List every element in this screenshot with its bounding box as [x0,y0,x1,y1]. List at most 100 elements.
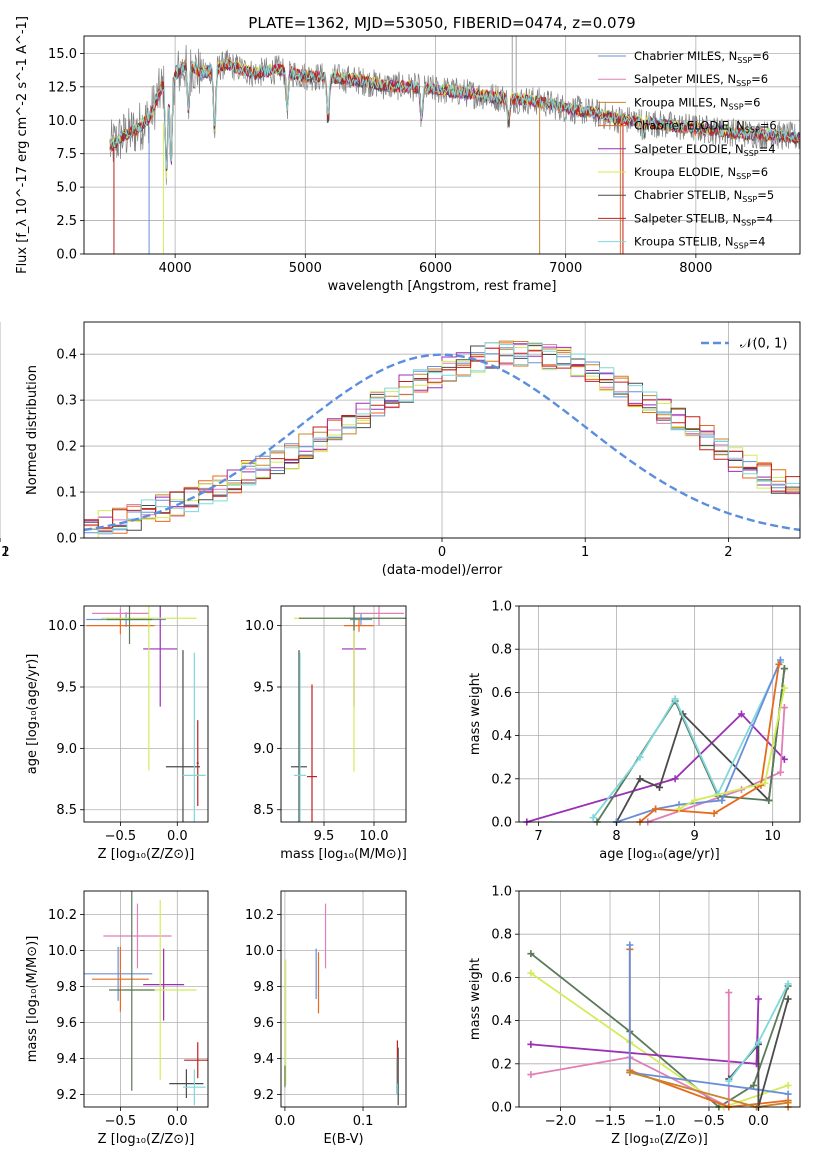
histogram-step-line [84,344,800,533]
y-tick-label: 0.2 [56,440,77,455]
weight-marker [691,796,699,804]
axes-frame [83,890,209,1108]
weight-marker [725,989,733,997]
y-tick-label: 9.0 [56,742,77,757]
normal-curve [84,353,800,532]
spectrum-panel: PLATE=1362, MJD=53050, FIBERID=0474, z=0… [15,14,801,294]
x-tick-label: 8000 [679,261,712,276]
weight-line [526,712,786,823]
weight-marker [636,775,644,783]
y-tick-label: 0.1 [56,486,77,501]
weight-marker [737,710,745,718]
weight-series [675,684,788,813]
weight-series [527,995,762,1068]
weight-marker [775,660,783,668]
weight-marker [780,665,788,673]
error-bar-point [299,606,406,631]
y-axis-label: mass weight [468,958,483,1040]
weight-marker [776,656,784,664]
y-tick-label: 9.6 [253,1016,274,1031]
error-bar-point [106,606,153,645]
weight-marker [636,753,644,761]
weight-vs-age-panel: 7 8 9 10 0.0 0.2 0.4 0.6 0.8 1.0 age [log₁₀(age/yr… [468,600,801,862]
grid-lines [281,891,406,1107]
y-axis-label: age [log₁₀(age/yr)] [25,654,40,775]
y-tick-label: 10.2 [245,908,274,923]
x-tick-label: 5000 [289,261,322,276]
y-tick-label: 9.8 [253,980,274,995]
y-tick-label: 0.0 [491,1101,512,1116]
y-tick-label: 10.0 [48,944,77,959]
weight-marker [765,796,773,804]
error-bar-point [182,1069,206,1106]
error-bar-point [182,652,206,822]
x-tick-label: 10.0 [360,829,389,844]
weight-marker [761,779,769,787]
y-tick-label: 10.0 [48,619,77,634]
weight-marker [780,684,788,692]
x-tick-label: −1 [0,545,10,560]
weight-marker [626,941,634,949]
y-axis-label: mass weight [468,673,483,755]
weight-series [725,980,792,1085]
weight-marker [784,1090,792,1098]
error-bar-point [344,619,374,632]
x-tick-label: 2 [724,545,732,560]
axes-frame [83,35,801,255]
weight-marker [780,704,788,712]
y-tick-label: 9.4 [253,1052,274,1067]
y-tick-label: 1.0 [491,600,512,615]
weight-marker [527,1071,535,1079]
error-bar-point [169,1069,204,1098]
weight-marker [675,805,683,813]
y-tick-label: 12.5 [48,80,77,95]
x-axis-label: Z [log₁₀(Z/Z⊙)] [611,1132,708,1147]
error-bar-point [294,652,306,822]
y-tick-label: 15.0 [48,47,77,62]
histogram-step-line [84,345,800,538]
x-tick-label: 1 [581,545,589,560]
error-bar-point [184,1042,208,1079]
weight-series [593,665,788,826]
axes-frame [280,890,407,1108]
y-tick-label: 9.4 [56,1052,77,1067]
error-bar-point [91,946,149,1012]
y-tick-label: 0.6 [491,686,512,701]
legend-entry: Salpeter MILES, NSSP=6 [634,72,768,88]
y-tick-label: 9.8 [56,980,77,995]
weight-line [530,992,730,1109]
weight-vs-z-panel: −2.0 −1.5 −1.0 −0.5 0.0 0.0 0.2 0.4 0.6 0.8 1.0 Z [… [468,885,801,1147]
age-vs-mass-panel: 9.5 10.0 8.5 9.0 9.5 10.0 mass [log₁₀(M/M⊙)] [245,605,407,862]
x-tick-label: 9.5 [314,829,335,844]
y-tick-label: 0.2 [491,772,512,787]
mass-vs-ebv-plot-area [284,903,399,1106]
weight-series [589,658,784,822]
spectrum-plot-area [109,36,800,254]
y-tick-label: 2.5 [56,214,77,229]
weight-marker [656,783,663,791]
x-tick-label: 6000 [419,261,452,276]
weight-line [639,664,780,823]
weight-marker [725,1077,733,1085]
weight-line [678,687,786,810]
age-vs-z-plot-area [86,606,206,822]
y-tick-label: 0.0 [56,532,77,547]
x-tick-label: −1.5 [594,1114,626,1129]
weight-vs-age-plot-area [523,656,788,826]
x-axis-label: age [log₁₀(age/yr)] [599,847,720,862]
weight-marker [749,1081,757,1089]
axes-frame [518,605,801,823]
error-bar-point [101,606,197,771]
y-tick-label: 10.0 [245,944,274,959]
error-bar-point [291,650,307,822]
weight-marker [776,768,784,776]
y-tick-label: 9.2 [56,1088,77,1103]
mass-vs-ebv-panel: 0.0 0.1 9.2 9.4 9.6 9.8 10.0 10.2 E(B-V) [245,890,407,1147]
y-axis-label: mass [log₁₀(M/M⊙)] [25,936,40,1063]
histogram-panel: −2−1 0 1 2 0.0 0.1 0.2 0.3 0.4 (data-model)/error… [0,321,801,578]
weight-marker [754,1038,762,1046]
x-tick-label: 8 [612,829,620,844]
y-tick-label: 1.0 [491,885,512,900]
error-bar-point [143,948,185,1021]
y-tick-label: 0.4 [491,1014,512,1029]
